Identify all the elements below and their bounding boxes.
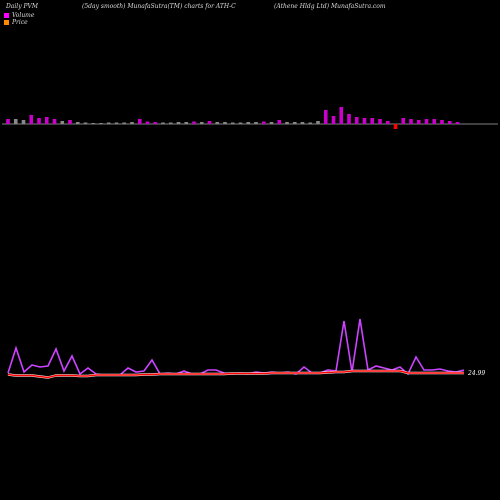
volume-bar (137, 119, 142, 124)
volume-bar (168, 122, 173, 124)
volume-bar (29, 115, 34, 124)
volume-bar (277, 120, 282, 124)
volume-bar (122, 122, 127, 124)
volume-bar (354, 117, 359, 124)
volume-bar (161, 122, 165, 124)
volume-panel (2, 107, 498, 129)
volume-bar (362, 118, 367, 124)
volume-bar (347, 114, 351, 124)
volume-bar (285, 122, 289, 124)
volume-bar (199, 122, 204, 124)
volume-bar (176, 122, 181, 124)
volume-bar (83, 122, 88, 124)
last-price-label: 24.99 (467, 370, 485, 377)
volume-bar (409, 119, 413, 124)
volume-bar (316, 121, 320, 124)
smooth-volume-line (7, 318, 465, 376)
volume-bar (308, 122, 313, 124)
volume-bar (6, 119, 10, 124)
volume-bar (246, 122, 251, 124)
chart-header-left: Daily PVM (6, 3, 39, 10)
volume-bar (254, 122, 258, 124)
volume-bar (184, 122, 189, 124)
legend-price-swatch (4, 20, 9, 25)
legend-volume-label: Volume (12, 12, 35, 19)
price-volume-panel: 24.99 (7, 318, 485, 379)
chart-header-title: (5day smooth) MunafaSutra(TM) charts for… (82, 3, 236, 10)
volume-bar (455, 122, 460, 124)
volume-bar (68, 120, 72, 124)
volume-bar (339, 107, 344, 124)
volume-bar (378, 119, 382, 124)
volume-bar (21, 120, 26, 124)
volume-bar (130, 122, 134, 124)
volume-bar (238, 122, 243, 124)
volume-bar (192, 121, 196, 124)
volume-bar (331, 116, 336, 124)
price-line (7, 370, 464, 379)
volume-bar (44, 117, 49, 124)
volume-bar (323, 110, 328, 124)
legend-price: Price (4, 19, 28, 26)
legend-volume-swatch (4, 13, 9, 18)
chart-header-right: (Athene Hldg Ltd) MunafaSutra.com (274, 3, 386, 10)
volume-bar (114, 122, 119, 124)
volume-bar (385, 121, 390, 124)
volume-bar (292, 122, 297, 124)
volume-bar (370, 118, 375, 124)
volume-bar (60, 121, 65, 124)
volume-bar (91, 123, 96, 124)
volume-bar (223, 122, 227, 124)
volume-bar (440, 120, 444, 124)
legend-volume: Volume (4, 12, 34, 19)
volume-bar (416, 120, 421, 124)
volume-bar (432, 119, 437, 124)
volume-bar (52, 119, 57, 124)
volume-bar (215, 122, 220, 124)
volume-bar (207, 121, 212, 124)
volume-bar (393, 124, 398, 129)
volume-bar (99, 123, 103, 124)
volume-bar (75, 122, 80, 124)
volume-bar (261, 121, 266, 124)
volume-bar (447, 121, 452, 124)
volume-bar (145, 121, 150, 124)
volume-bar (269, 122, 274, 124)
volume-bar (13, 119, 18, 124)
volume-bar (401, 118, 406, 124)
volume-bar (106, 122, 111, 124)
volume-bar (153, 122, 158, 124)
volume-bar (230, 122, 235, 124)
volume-bar (300, 122, 305, 124)
volume-bar (37, 118, 41, 124)
legend-price-label: Price (12, 19, 28, 26)
volume-bar (424, 119, 429, 124)
